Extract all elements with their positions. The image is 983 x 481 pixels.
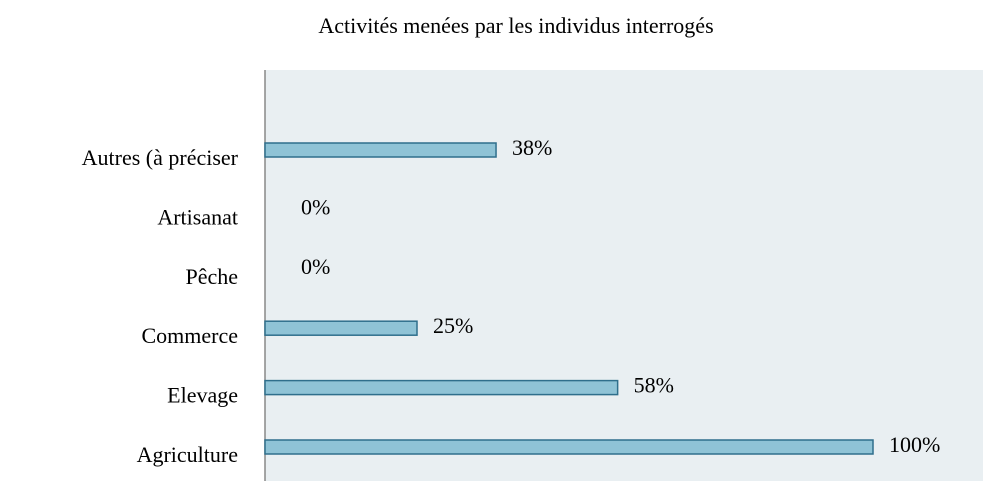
y-tick-label: Commerce [141, 323, 238, 348]
bar [264, 142, 497, 158]
data-label: 0% [301, 194, 330, 219]
data-label: 0% [301, 254, 330, 279]
bar [264, 439, 874, 455]
bar [264, 379, 619, 396]
plot-area [265, 70, 983, 481]
y-tick-label: Autres (à préciser [82, 145, 239, 170]
data-label: 25% [433, 313, 473, 338]
y-tick-label: Elevage [167, 383, 238, 408]
data-label: 58% [634, 373, 674, 398]
chart-title: Activités menées par les individus inter… [318, 13, 713, 38]
y-tick-label: Agriculture [137, 442, 238, 467]
y-tick-label: Artisanat [157, 204, 238, 229]
y-tick-label: Pêche [185, 264, 238, 289]
data-label: 100% [889, 432, 940, 457]
data-label: 38% [512, 135, 552, 160]
bar [264, 320, 418, 336]
